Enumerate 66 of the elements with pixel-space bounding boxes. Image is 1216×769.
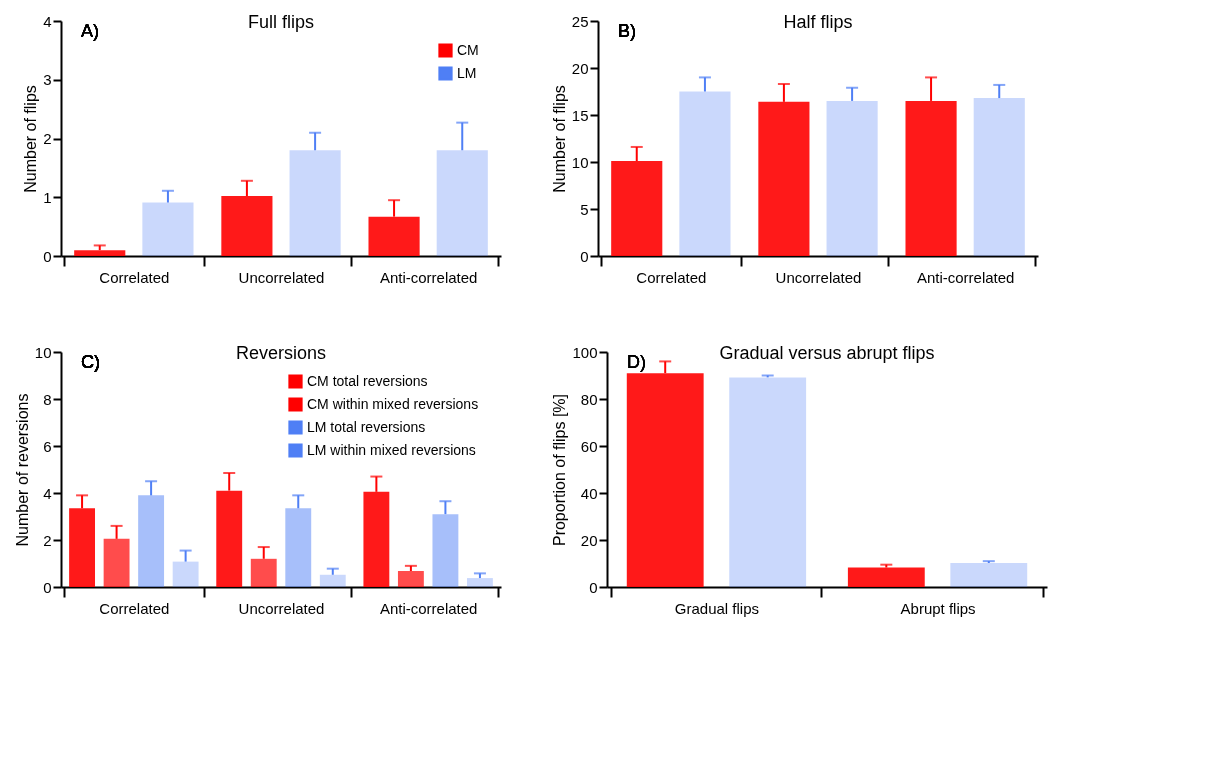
bar [826,100,878,256]
y-tick-label: 40 [580,484,598,502]
y-tick-label: 0 [589,578,598,596]
bar [432,514,459,587]
y-tick-label: 25 [571,12,589,30]
y-tick-label: 80 [580,390,598,408]
bar [172,561,199,587]
y-tick-label: 20 [580,531,598,549]
y-tick-label: 60 [580,437,598,455]
y-tick-label: 2 [43,531,52,549]
legend-label: CM within mixed reversions [307,395,479,412]
x-tick-label: Anti-correlated [916,268,1015,286]
bar [142,202,194,256]
legend-label: CM total reversions [307,372,428,389]
y-tick-label: 5 [580,200,589,218]
bar [436,150,488,256]
x-tick-label: Correlated [99,268,170,286]
chart-title: Gradual versus abrupt flips [719,343,935,363]
annotation: C) [81,352,100,372]
annotation: D) [627,352,646,372]
y-tick-label: 4 [43,12,52,30]
x-tick-label: Correlated [636,268,707,286]
y-tick-label: 0 [580,247,589,265]
bar [74,250,126,256]
x-tick-label: Uncorrelated [775,268,862,286]
bar [973,98,1025,256]
chart-title: Reversions [235,343,327,363]
y-tick-label: 0 [43,247,52,265]
y-tick-label: 20 [571,59,589,77]
bar [319,574,346,587]
y-tick-label: 2 [43,130,52,147]
x-tick-label: Correlated [99,599,170,617]
y-tick-label: 8 [43,390,52,408]
y-tick-label: 3 [43,71,52,89]
chart-title: Full flips [247,12,315,32]
y-tick-label: 4 [43,484,52,502]
x-tick-label: Anti-correlated [379,599,478,617]
legend-label: LM within mixed reversions [307,441,476,458]
y-tick-label: 6 [43,437,52,455]
bar [285,508,312,587]
bar [466,578,493,587]
chart-title: Half flips [783,12,853,32]
x-tick-label: Gradual flips [674,599,760,617]
x-tick-label: Uncorrelated [238,268,325,286]
y-tick-label: 15 [571,106,589,124]
x-tick-label: Anti-correlated [379,268,478,286]
x-tick-label: Abrupt flips [900,599,976,617]
legend-label: LM [457,64,477,81]
y-axis-title: Number of reversions [13,393,31,547]
bar [679,91,731,256]
y-axis-title: Number of flips [22,85,40,193]
y-tick-label: 1 [43,188,52,206]
x-tick-label: Uncorrelated [238,599,325,617]
bar [397,571,424,587]
y-tick-label: 10 [571,153,589,171]
bar [289,150,341,256]
legend-label: LM total reversions [307,418,426,435]
y-axis-title: Proportion of flips [%] [551,393,569,547]
annotation: B) [618,21,636,41]
y-axis-title: Number of flips [550,85,568,193]
y-tick-label: 0 [43,578,52,596]
y-tick-label: 100 [572,343,598,361]
annotation: A) [81,21,99,41]
y-tick-label: 10 [34,343,52,361]
bar [138,495,165,587]
legend-label: CM [457,41,479,58]
